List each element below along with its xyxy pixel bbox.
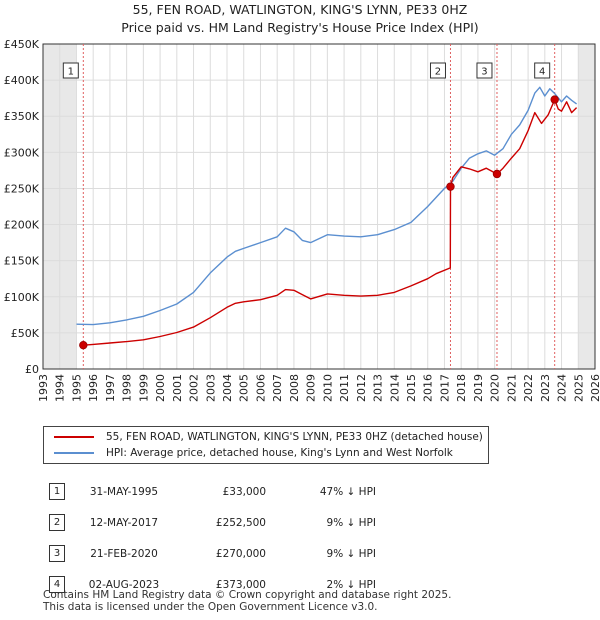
y-tick-label: £400K <box>4 74 40 87</box>
sale-label-text: 4 <box>539 67 545 78</box>
x-tick-label: 2005 <box>238 374 251 402</box>
x-tick-label: 1993 <box>37 374 50 402</box>
sales-row: 4 02-AUG-2023 £373,000 2% ↓ HPI <box>40 569 376 600</box>
x-tick-label: 2008 <box>288 374 301 402</box>
x-tick-label: 2022 <box>522 374 535 402</box>
x-tick-label: 1995 <box>70 374 83 402</box>
x-tick-label: 1998 <box>121 374 134 402</box>
x-tick-label: 2018 <box>455 374 468 402</box>
legend-swatch-hpi <box>54 452 94 454</box>
sale-point <box>446 182 455 191</box>
legend-item-price: 55, FEN ROAD, WATLINGTON, KING'S LYNN, P… <box>54 429 483 445</box>
sale-price: £270,000 <box>215 547 266 560</box>
x-tick-label: 2025 <box>572 374 585 402</box>
sales-row: 1 31-MAY-1995 £33,000 47% ↓ HPI <box>40 476 376 507</box>
x-tick-label: 2026 <box>589 374 600 402</box>
legend-label-hpi: HPI: Average price, detached house, King… <box>106 447 453 459</box>
sale-price: £33,000 <box>222 485 266 498</box>
sale-number-badge: 3 <box>49 545 65 562</box>
chart-subtitle: Price paid vs. HM Land Registry's House … <box>121 20 479 35</box>
sale-point <box>492 169 502 179</box>
sale-label-box <box>62 62 79 79</box>
sale-price: £373,000 <box>215 578 266 591</box>
footer-copyright: Contains HM Land Registry data © Crown c… <box>43 589 452 601</box>
x-tick-label: 2014 <box>388 374 401 402</box>
x-tick-label: 2009 <box>305 374 318 402</box>
x-tick-label: 2024 <box>556 374 569 402</box>
plot-area <box>43 44 595 369</box>
sale-hpi-diff: 9% ↓ HPI <box>326 547 376 560</box>
y-tick-label: £100K <box>4 291 40 304</box>
y-tick-label: £50K <box>11 327 40 340</box>
sale-date: 21-FEB-2020 <box>90 547 158 560</box>
y-tick-label: £300K <box>4 146 40 159</box>
x-tick-label: 2016 <box>422 374 435 402</box>
plot-frame <box>42 43 596 370</box>
x-tick-label: 2023 <box>539 374 552 402</box>
y-tick-label: £350K <box>4 110 40 123</box>
shaded-range <box>578 44 595 369</box>
x-tick-label: 1997 <box>104 374 117 402</box>
sale-hpi-diff: 47% ↓ HPI <box>319 485 376 498</box>
x-tick-label: 2019 <box>472 374 485 402</box>
y-tick-label: £450K <box>4 38 40 51</box>
sale-date: 31-MAY-1995 <box>89 485 159 498</box>
x-tick-label: 2000 <box>154 374 167 402</box>
sale-point <box>79 340 88 350</box>
chart-legend: 55, FEN ROAD, WATLINGTON, KING'S LYNN, P… <box>43 426 489 464</box>
y-tick-label: £250K <box>4 182 40 195</box>
sale-number-badge: 2 <box>49 514 65 531</box>
y-tick-label: £0 <box>25 363 39 376</box>
sale-hpi-diff: 9% ↓ HPI <box>326 516 376 529</box>
x-tick-label: 2013 <box>372 374 385 402</box>
x-tick-label: 2010 <box>321 374 334 402</box>
x-tick-label: 1996 <box>87 374 100 402</box>
x-tick-label: 1994 <box>54 374 67 402</box>
sale-date: 02-AUG-2023 <box>88 578 160 591</box>
x-tick-label: 2021 <box>505 374 518 402</box>
x-tick-label: 2012 <box>355 374 368 402</box>
sale-price: £252,500 <box>215 516 266 529</box>
sale-label-box <box>429 62 446 79</box>
legend-item-hpi: HPI: Average price, detached house, King… <box>54 445 453 461</box>
sale-label-text: 1 <box>68 67 74 78</box>
legend-label-price: 55, FEN ROAD, WATLINGTON, KING'S LYNN, P… <box>106 431 483 443</box>
sale-label-box <box>476 62 493 79</box>
x-tick-label: 2017 <box>438 374 451 402</box>
sale-number-badge: 4 <box>49 576 65 593</box>
legend-swatch-price <box>54 436 94 438</box>
sales-row: 2 12-MAY-2017 £252,500 9% ↓ HPI <box>40 507 376 538</box>
sale-date: 12-MAY-2017 <box>89 516 159 529</box>
x-tick-label: 2003 <box>204 374 217 402</box>
sale-number-badge: 1 <box>49 483 65 500</box>
x-tick-label: 2020 <box>489 374 502 402</box>
x-tick-label: 1999 <box>137 374 150 402</box>
sale-label-text: 2 <box>435 67 441 78</box>
hpi-line <box>76 86 578 326</box>
sales-table: 1 31-MAY-1995 £33,000 47% ↓ HPI 2 12-MAY… <box>40 476 376 600</box>
x-tick-label: 2015 <box>405 374 418 402</box>
footer-licence: This data is licensed under the Open Gov… <box>43 601 378 613</box>
sales-row: 3 21-FEB-2020 £270,000 9% ↓ HPI <box>40 538 376 569</box>
y-tick-label: £150K <box>4 255 40 268</box>
y-tick-label: £200K <box>4 219 40 232</box>
x-tick-label: 2007 <box>271 374 284 402</box>
x-tick-label: 2004 <box>221 374 234 402</box>
price-chart: £0 £50K £100K £150K £200K £250K £300K £350K £400… <box>4 38 600 402</box>
price-paid-line <box>83 98 578 346</box>
sale-point <box>550 95 559 104</box>
sale-label-box <box>534 62 551 79</box>
chart-title: 55, FEN ROAD, WATLINGTON, KING'S LYNN, P… <box>132 2 468 17</box>
sale-hpi-diff: 2% ↓ HPI <box>326 578 376 591</box>
x-tick-label: 2002 <box>188 374 201 402</box>
x-tick-label: 2006 <box>254 374 267 402</box>
x-tick-label: 2011 <box>338 374 351 402</box>
sale-label-text: 3 <box>481 67 487 78</box>
x-tick-label: 2001 <box>171 374 184 402</box>
